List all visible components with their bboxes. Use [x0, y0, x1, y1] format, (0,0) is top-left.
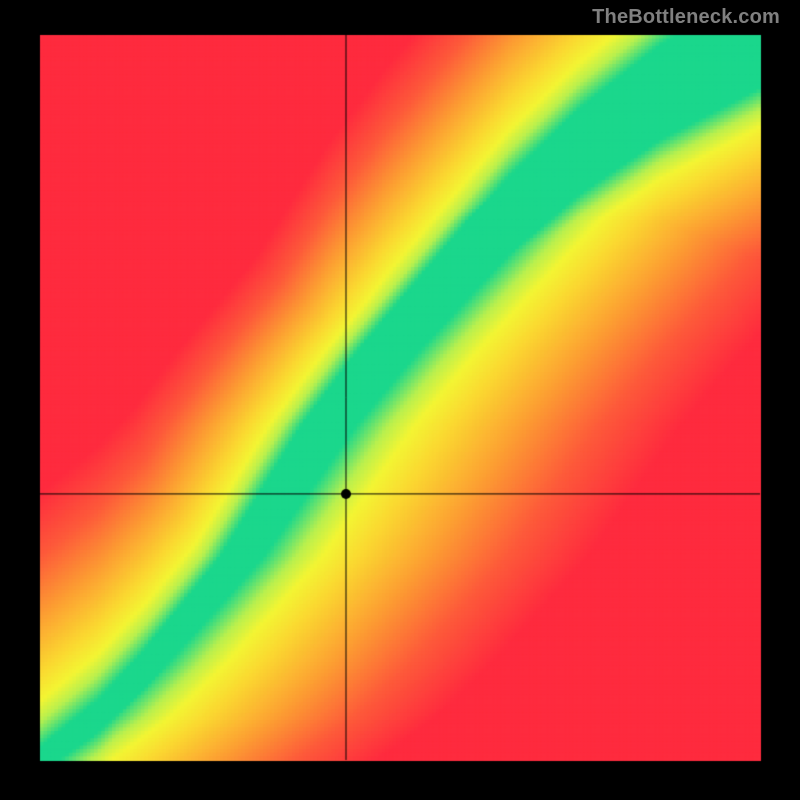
- bottleneck-heatmap: [0, 0, 800, 800]
- watermark-text: TheBottleneck.com: [592, 6, 780, 29]
- chart-container: TheBottleneck.com: [0, 0, 800, 800]
